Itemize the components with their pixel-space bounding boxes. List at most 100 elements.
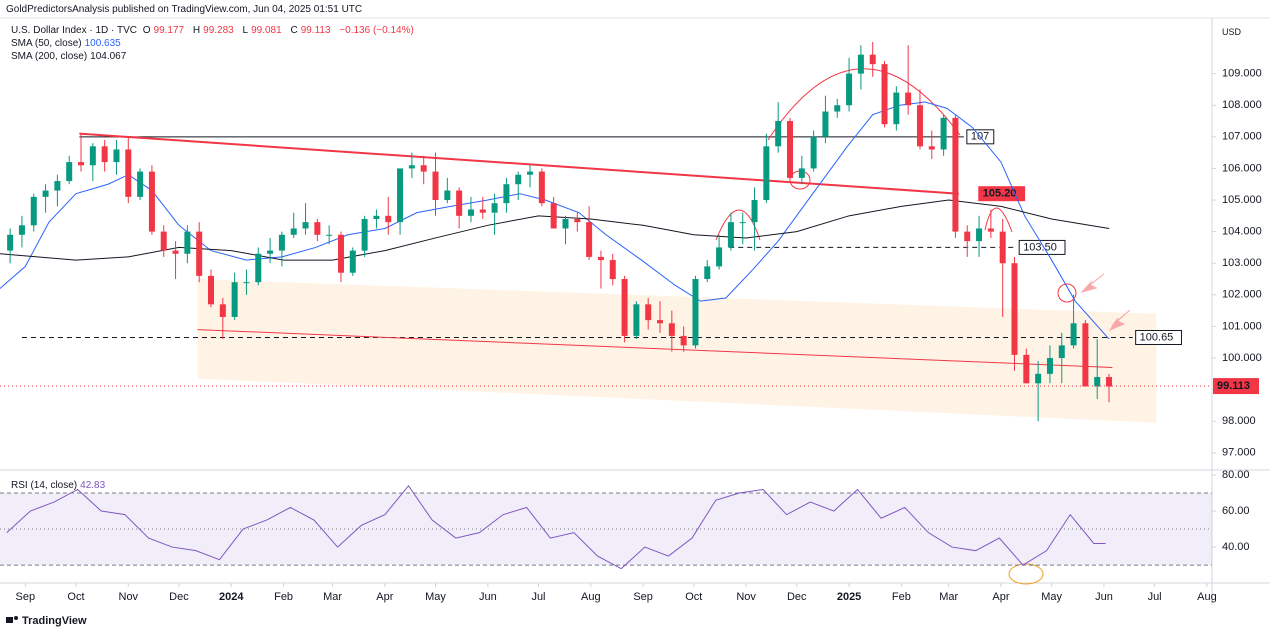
y-tick-label: 100.000 [1222,352,1262,364]
rsi-line [6,485,1106,570]
change: −0.136 (−0.14%) [339,25,414,36]
candle-body [491,203,498,213]
x-tick-label: Nov [119,591,139,603]
candle-body [373,215,380,219]
circle-annotation [1008,563,1044,585]
candle-body [751,200,758,223]
candle-body [18,225,25,235]
candle-body [432,171,439,201]
x-tick-label: 2024 [219,591,244,603]
candle-body [574,218,581,223]
candle-body [1046,358,1053,374]
y-tick-label: 106.000 [1222,162,1262,174]
ohlc-letter: C [290,25,298,36]
candle-body [30,196,37,226]
candle-body [113,149,120,163]
rsi-tick-label: 40.00 [1222,541,1250,553]
candle-body [1011,263,1018,355]
x-tick-label: Feb [892,591,911,603]
sma-line [0,101,1110,340]
candle-body [739,222,746,224]
level-label-box [1135,329,1182,345]
sma200-legend: SMA (200, close) 104.067 [11,51,129,62]
y-tick-label: 97.000 [1222,447,1256,459]
candle-body [101,146,108,163]
x-tick-label: Apr [376,591,393,603]
legend-value: 104.067 [90,51,127,62]
sma-line [0,199,1110,261]
ohlc-value: 99.113 [300,25,331,36]
candle-body [255,253,262,283]
candle-body [467,209,474,216]
last-price-box [1213,378,1259,395]
candle-body [657,320,664,324]
candle-body [527,171,534,175]
candle-body [125,149,132,197]
candle-body [160,231,167,251]
candle-body [905,92,912,106]
candle-body [243,282,250,284]
candle-body [456,190,463,216]
candle-body [444,190,451,201]
candle-body [361,218,368,251]
y-tick-label: 102.000 [1222,289,1262,301]
candle-body [550,203,557,229]
y-tick-label: 101.000 [1222,320,1262,332]
trendline-label: 105.20 [983,188,1017,200]
candle-body [54,181,61,191]
candle-body [148,171,155,232]
candle-body [503,184,510,204]
x-tick-label: Aug [1197,591,1217,603]
circle-annotation [1057,283,1077,303]
candle-body [267,250,274,254]
x-tick-label: Dec [787,591,807,603]
ohlc-letter: H [192,25,201,36]
trendline [79,132,959,195]
x-tick-label: Mar [939,591,958,603]
candle-body [692,279,699,346]
legend-value: 100.635 [84,38,121,49]
candle-body [999,231,1006,264]
candle-body [727,222,734,248]
candle-body [668,323,675,336]
candle-body [184,231,191,254]
candle-body [1082,323,1089,387]
candle-body [798,168,805,178]
arc-annotation [715,209,761,241]
ohlc-value: 99.283 [203,25,234,36]
candle-body [89,146,96,166]
candle-body [1058,345,1065,359]
rsi-tick-label: 60.00 [1222,505,1250,517]
footer-brand: TradingView [22,615,87,627]
candle-body [869,54,876,65]
level-label: 103.50 [1023,241,1057,253]
candle-body [775,121,782,147]
candle-body [515,174,522,185]
candle-body [940,117,947,150]
candle-body [633,304,640,336]
legend-name: SMA (50, close) [11,38,82,49]
y-tick-label: 103.000 [1222,257,1262,269]
candle-body [479,209,486,213]
candle-body [704,266,711,280]
candle-body [562,218,569,229]
channel [197,279,1157,423]
x-tick-label: Jul [1148,591,1162,603]
candle-body [680,335,687,346]
y-tick-label: 98.000 [1222,415,1256,427]
last-price-label: 99.113 [1217,380,1250,392]
candle-body [976,228,983,242]
candle-body [716,247,723,267]
candle-body [834,105,841,112]
candle-body [1035,373,1042,384]
sma50-legend: SMA (50, close) 100.635 [11,38,124,49]
x-tick-label: May [1041,591,1062,603]
candle-body [208,275,215,305]
candle-body [302,222,309,229]
y-tick-label: 108.000 [1222,99,1262,111]
candle-body [326,234,333,236]
candle-body [137,171,144,197]
x-tick-label: Oct [685,591,702,603]
candle-body [66,162,73,182]
